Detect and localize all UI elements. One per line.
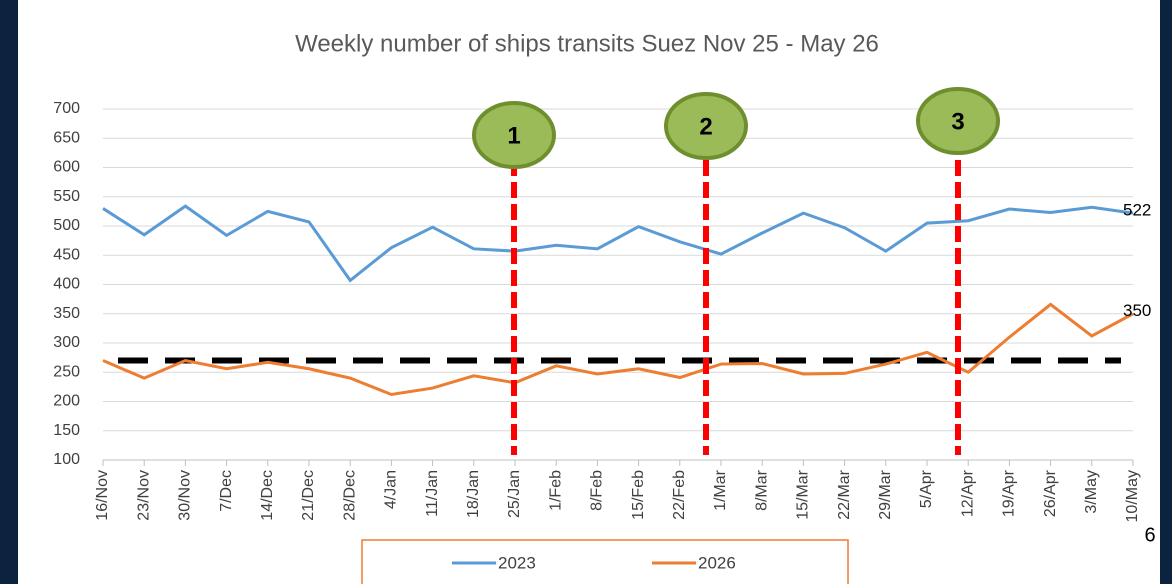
x-tick-label: 11/Jan <box>424 470 441 517</box>
y-tick-label: 650 <box>53 129 80 146</box>
annotation-label: 3 <box>951 108 964 135</box>
x-tick-label: 4/Jan <box>383 470 400 509</box>
y-tick-label: 550 <box>53 188 80 205</box>
y-tick-label: 150 <box>53 422 80 439</box>
x-tick-label: 16/Nov <box>94 470 111 521</box>
y-tick-label: 250 <box>53 363 80 380</box>
y-tick-label: 350 <box>53 305 80 322</box>
y-tick-label: 300 <box>53 334 80 351</box>
y-tick-label: 200 <box>53 393 80 410</box>
page-number: 6 <box>1144 524 1155 546</box>
x-tick-label: 22/Mar <box>836 469 853 519</box>
x-tick-label: 10/May <box>1124 470 1141 522</box>
x-tick-label: 15/Mar <box>795 469 812 519</box>
annotation-circle <box>472 101 556 169</box>
annotation-label: 1 <box>507 122 520 149</box>
line-series <box>102 204 1134 283</box>
end-label: 350 <box>1123 301 1151 320</box>
x-tick-label: 22/Feb <box>671 470 688 520</box>
x-tick-label: 23/Nov <box>135 470 152 521</box>
y-tick-label: 600 <box>53 159 80 176</box>
x-tick-label: 3/May <box>1083 470 1100 514</box>
end-label: 522 <box>1123 201 1151 220</box>
annotation-label: 2 <box>699 113 712 140</box>
x-tick-label: 25/Jan <box>506 470 523 518</box>
x-tick-label: 12/Apr <box>959 469 976 517</box>
y-tick-label: 400 <box>53 276 80 293</box>
y-tick-label: 700 <box>53 100 80 117</box>
x-tick-label: 26/Apr <box>1042 469 1059 517</box>
legend-label: 2026 <box>698 553 736 572</box>
x-tick-label: 7/Dec <box>218 470 235 512</box>
x-tick-label: 19/Apr <box>1001 469 1018 517</box>
x-tick-label: 14/Dec <box>259 470 276 521</box>
x-tick-label: 1/Feb <box>547 470 564 511</box>
x-tick-label: 1/Mar <box>712 469 729 511</box>
x-tick-label: 30/Nov <box>177 470 194 521</box>
y-tick-label: 100 <box>53 451 80 468</box>
y-tick-label: 500 <box>53 217 80 234</box>
x-tick-label: 5/Apr <box>918 469 935 508</box>
x-tick-label: 18/Jan <box>465 470 482 518</box>
x-tick-label: 15/Feb <box>630 470 647 520</box>
annotation-circle <box>664 92 748 160</box>
y-tick-label: 450 <box>53 246 80 263</box>
legend-box <box>361 539 849 584</box>
x-tick-label: 29/Mar <box>877 469 894 519</box>
annotation-circle <box>916 87 1000 155</box>
x-tick-label: 8/Feb <box>589 470 606 511</box>
x-tick-label: 21/Dec <box>300 470 317 521</box>
line-series <box>102 302 1134 397</box>
chart-title: Weekly number of ships transits Suez Nov… <box>295 30 879 57</box>
x-tick-label: 28/Dec <box>341 470 358 521</box>
legend-label: 2023 <box>498 553 536 572</box>
x-tick-label: 8/Mar <box>753 469 770 511</box>
